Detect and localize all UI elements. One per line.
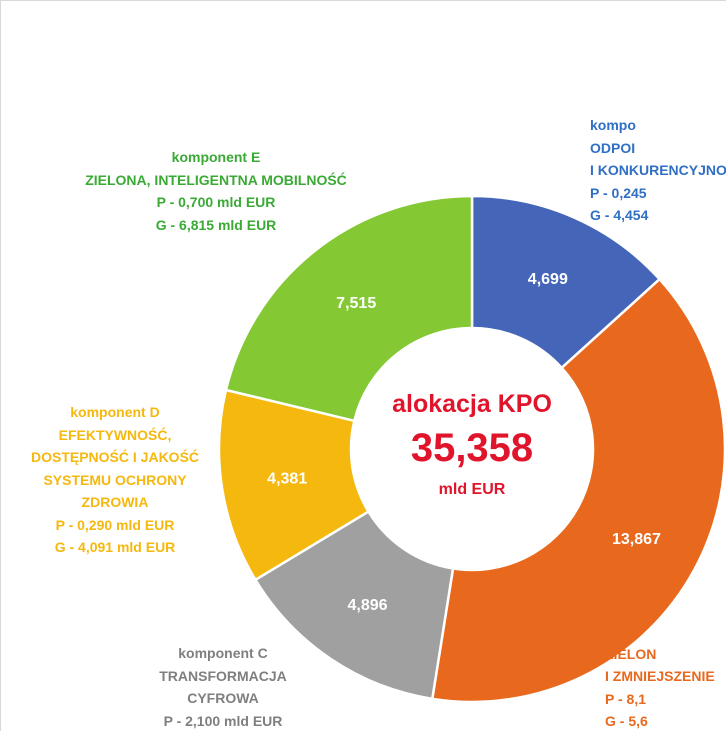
label-line: komponent D: [70, 404, 160, 420]
label-line: I KONKURENCYJNO: [590, 162, 726, 178]
label-line: P - 2,100 mld EUR: [163, 712, 283, 729]
label-line: kompo: [590, 117, 636, 133]
donut-slice-component-e: [224, 194, 474, 423]
label-line: kom: [605, 623, 634, 639]
legend-label-component-c: komponent C TRANSFORMACJA CYFROWA P - 2,100…: [108, 642, 338, 731]
label-line: P - 0,245: [590, 184, 647, 201]
label-line: EFEKTYWNOŚĆ,: [58, 426, 172, 443]
center-unit: mld EUR: [439, 481, 506, 498]
label-line: TRANSFORMACJA: [159, 667, 287, 684]
label-line: ZIELONA, INTELIGENTNA MOBILNOŚĆ: [85, 171, 347, 188]
donut-slices: [217, 194, 726, 704]
label-line: G - 4,454: [590, 207, 649, 223]
label-line: ZDROWIA: [81, 494, 149, 510]
donut-slice-component-c: [253, 509, 455, 701]
donut-slice-component-b: [430, 277, 726, 704]
label-line: P - 0,700 mld EUR: [156, 194, 276, 210]
slice-value-label-d: 4,381: [267, 471, 307, 488]
slice-value-label-a: 4,699: [528, 271, 568, 288]
frame-border-top: [0, 0, 726, 1]
label-line: komponent C: [178, 645, 268, 661]
legend-label-component-a: kompo ODPOI I KONKURENCYJNO P - 0,245 G - 4,…: [590, 114, 726, 227]
label-line: CYFROWA: [187, 690, 259, 706]
label-line: P - 8,1: [605, 690, 646, 707]
center-title: alokacja KPO: [392, 390, 552, 418]
label-line: G - 5,6: [605, 713, 648, 729]
label-line: G - 4,091 mld EUR: [54, 539, 176, 555]
slice-value-labels: 4,699 13,867 4,896 4,381 7,515: [267, 271, 661, 614]
label-line: G - 6,815 mld EUR: [155, 216, 277, 233]
label-line: I ZMNIEJSZENIE: [605, 668, 715, 684]
donut-center: alokacja KPO 35,358 mld EUR: [392, 390, 552, 498]
label-line: komponent E: [171, 149, 261, 165]
label-line: P - 0,290 mld EUR: [55, 516, 175, 533]
slice-value-label-c: 4,896: [348, 597, 388, 614]
label-line: ZIELON: [605, 645, 657, 662]
label-line: ODPOI: [590, 139, 636, 156]
label-line: DOSTĘPNOŚĆ I JAKOŚĆ: [30, 449, 200, 465]
center-total: 35,358: [411, 426, 533, 470]
slice-value-label-e: 7,515: [336, 295, 376, 312]
legend-label-component-b: kom ZIELON I ZMNIEJSZENIE P - 8,1 G - 5,6: [605, 620, 726, 731]
legend-label-component-d: komponent D EFEKTYWNOŚĆ, DOSTĘPNOŚĆ I JAKO…: [10, 401, 220, 559]
legend-label-component-e: komponent E ZIELONA, INTELIGENTNA MOBILNO…: [56, 146, 376, 236]
label-line: SYSTEMU OCHRONY: [43, 471, 187, 488]
frame-border-left: [0, 0, 1, 731]
slice-value-label-b: 13,867: [612, 531, 661, 548]
